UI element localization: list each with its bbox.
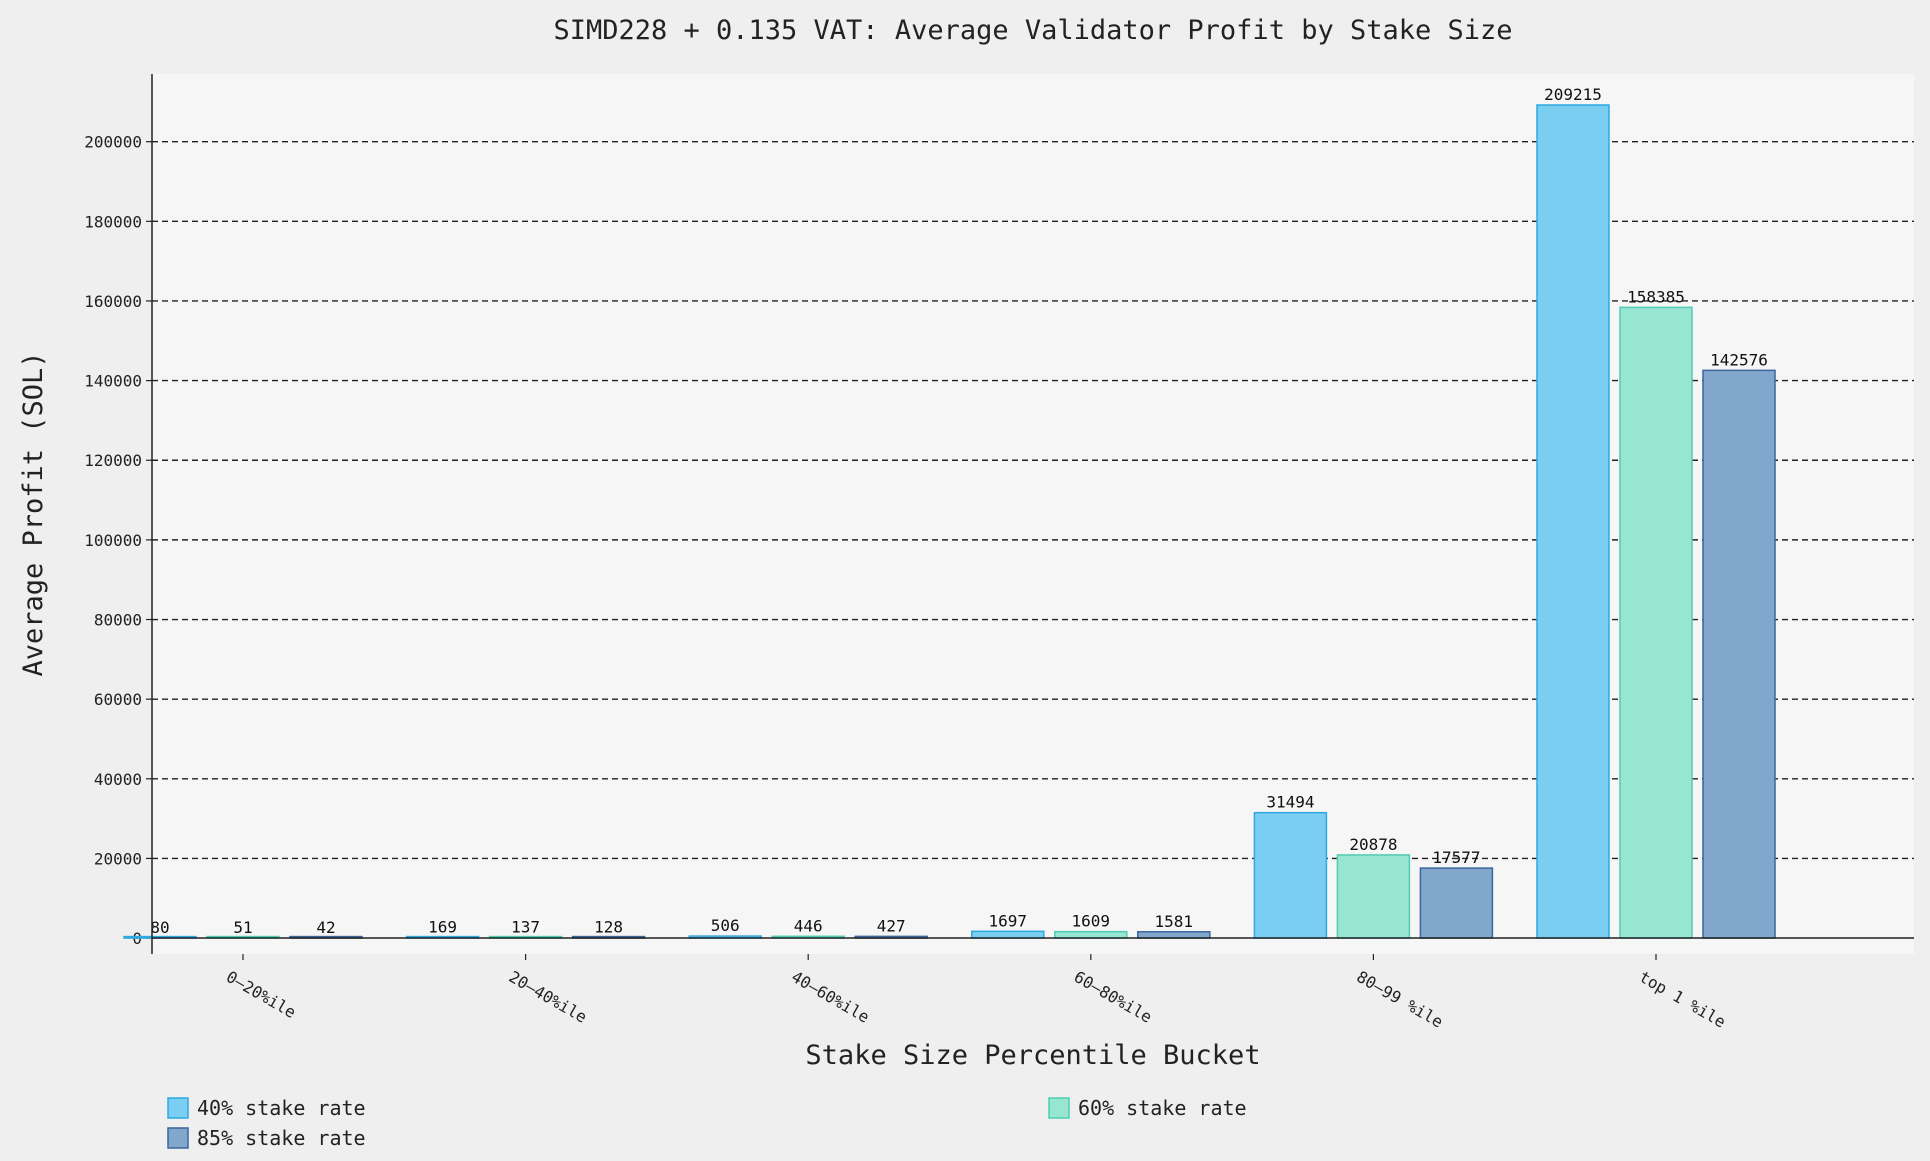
x-axis-label: Stake Size Percentile Bucket xyxy=(805,1040,1260,1071)
bar-value-label: 169 xyxy=(428,917,457,936)
bar-value-label: 17577 xyxy=(1432,848,1480,867)
legend: 40% stake rate 60% stake rate 85% stake ra… xyxy=(167,1096,1247,1150)
bar-value-label: 446 xyxy=(794,916,823,935)
y-tick-label: 100000 xyxy=(84,531,142,550)
bar xyxy=(1054,930,1128,939)
bar-value-label: 427 xyxy=(877,916,906,935)
bar-value-label: 51 xyxy=(233,918,252,937)
chart-title: SIMD228 + 0.135 VAT: Average Validator P… xyxy=(553,15,1512,46)
y-tick-label: 200000 xyxy=(84,133,142,152)
bar-value-label: 80 xyxy=(150,918,169,937)
bar-value-label: 42 xyxy=(316,918,335,937)
y-tick-label: 60000 xyxy=(94,690,142,709)
y-tick-label: 40000 xyxy=(94,770,142,789)
y-tick-label: 120000 xyxy=(84,451,142,470)
bar xyxy=(1702,369,1776,939)
bar xyxy=(1619,306,1693,939)
bar-value-label: 128 xyxy=(594,918,623,937)
bar-value-label: 506 xyxy=(711,916,740,935)
bar-value-label: 142576 xyxy=(1710,350,1768,369)
y-tick-label: 140000 xyxy=(84,372,142,391)
bar xyxy=(1253,811,1328,939)
bar-value-label: 20878 xyxy=(1349,835,1397,854)
legend-label: 40% stake rate xyxy=(197,1096,366,1120)
bar-value-label: 1609 xyxy=(1072,912,1111,931)
legend-label: 60% stake rate xyxy=(1078,1096,1247,1120)
bar-value-label: 137 xyxy=(511,918,540,937)
data-labels: 80 51 42 169 137 128 506 446 427 1697 1609 1581 3149… xyxy=(150,85,1768,937)
bar xyxy=(1536,104,1610,939)
bar-value-label: 1697 xyxy=(989,911,1028,930)
y-tick-label: 80000 xyxy=(94,611,142,630)
bars xyxy=(123,104,1776,939)
bar-value-label: 31494 xyxy=(1266,793,1314,812)
bar xyxy=(1419,867,1494,939)
legend-swatch xyxy=(1048,1097,1070,1119)
y-tick-label: 180000 xyxy=(84,212,142,231)
legend-swatch xyxy=(167,1127,189,1149)
y-tick-label: 20000 xyxy=(94,849,142,868)
bar-value-label: 1581 xyxy=(1155,912,1194,931)
bar xyxy=(1137,931,1211,939)
y-tick-label: 160000 xyxy=(84,292,142,311)
bar-value-label: 209215 xyxy=(1544,85,1602,104)
gridlines xyxy=(152,140,1914,860)
legend-label: 85% stake rate xyxy=(197,1126,366,1150)
y-axis-label: Average Profit (SOL) xyxy=(18,351,49,676)
legend-swatch xyxy=(167,1097,189,1119)
bar-value-label: 158385 xyxy=(1627,287,1685,306)
bar xyxy=(971,930,1045,939)
bar xyxy=(1336,854,1411,939)
